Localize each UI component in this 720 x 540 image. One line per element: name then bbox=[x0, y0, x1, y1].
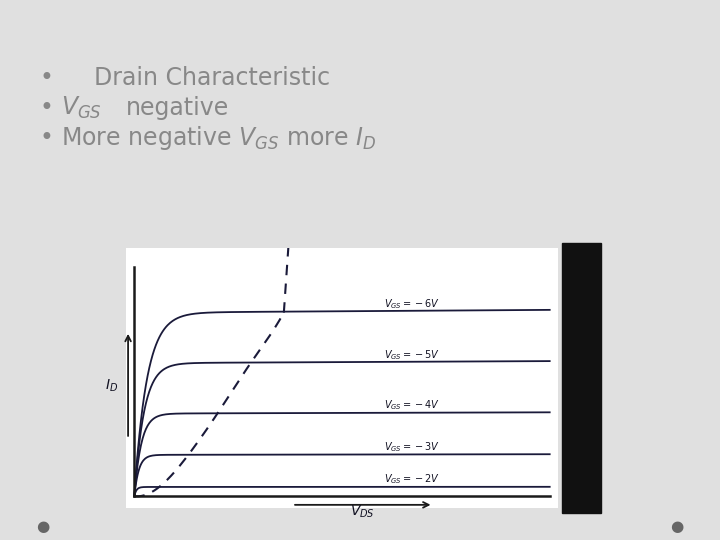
Text: $V_{DS}$: $V_{DS}$ bbox=[351, 503, 375, 520]
Text: negative: negative bbox=[126, 96, 229, 120]
Text: Drain Characteristic: Drain Characteristic bbox=[94, 66, 330, 90]
Text: $V_{GS} = -5 V$: $V_{GS} = -5 V$ bbox=[384, 348, 439, 362]
Text: ●: ● bbox=[670, 519, 683, 534]
Text: •: • bbox=[40, 126, 53, 150]
Text: ●: ● bbox=[37, 519, 50, 534]
Text: •: • bbox=[40, 66, 53, 90]
Text: $V_{GS} = -2 V$: $V_{GS} = -2 V$ bbox=[384, 472, 439, 486]
Text: $V_{GS} = -4 V$: $V_{GS} = -4 V$ bbox=[384, 399, 439, 413]
Text: More negative $V_{GS}$ more $I_D$: More negative $V_{GS}$ more $I_D$ bbox=[61, 124, 377, 152]
Text: $I_D$: $I_D$ bbox=[105, 378, 118, 394]
Text: $V_{GS} = -3 V$: $V_{GS} = -3 V$ bbox=[384, 440, 439, 454]
Text: $V_{GS} = -6 V$: $V_{GS} = -6 V$ bbox=[384, 298, 439, 312]
Text: $V_{GS}$: $V_{GS}$ bbox=[61, 95, 102, 121]
Text: •: • bbox=[40, 96, 53, 120]
